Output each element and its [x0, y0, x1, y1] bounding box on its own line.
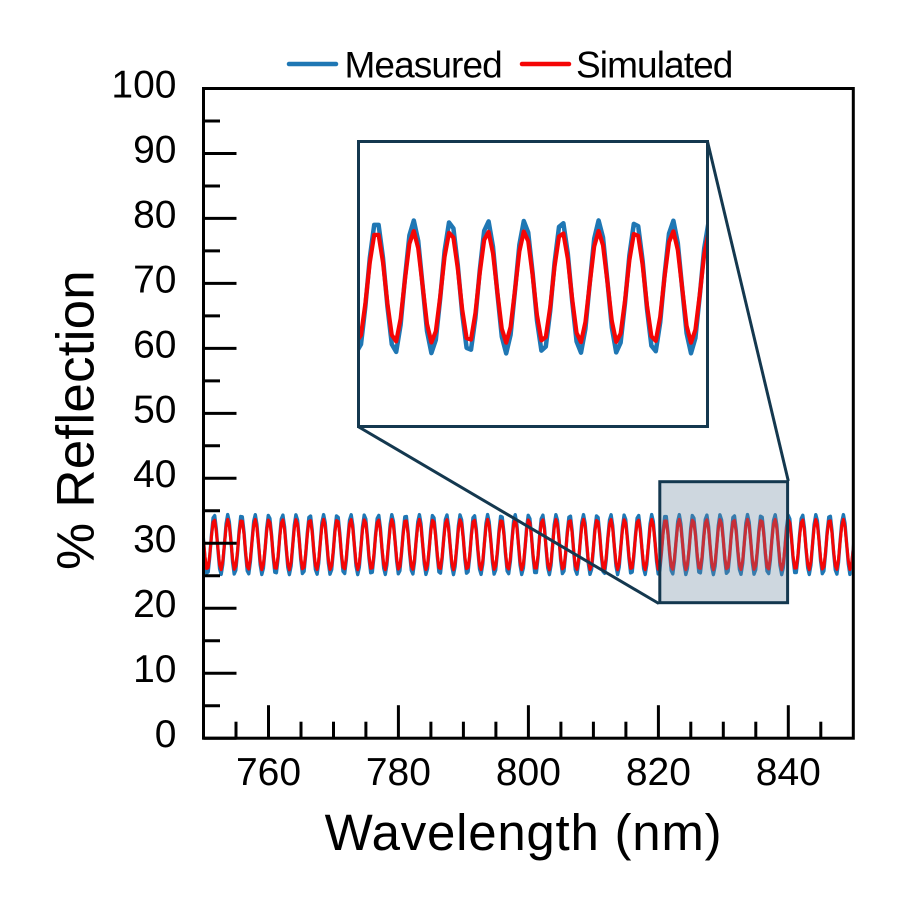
svg-text:60: 60 — [133, 323, 176, 366]
svg-text:80: 80 — [133, 193, 176, 236]
svg-text:% Reflection: % Reflection — [47, 270, 106, 570]
svg-text:780: 780 — [366, 751, 431, 794]
svg-text:840: 840 — [756, 751, 821, 794]
svg-text:Measured: Measured — [345, 45, 502, 86]
svg-text:10: 10 — [133, 648, 176, 691]
svg-text:0: 0 — [155, 713, 177, 756]
svg-text:Simulated: Simulated — [576, 45, 732, 86]
svg-text:20: 20 — [133, 583, 176, 626]
svg-text:800: 800 — [496, 751, 561, 794]
svg-text:Wavelength (nm): Wavelength (nm) — [325, 804, 723, 861]
svg-text:70: 70 — [133, 258, 176, 301]
svg-text:90: 90 — [133, 128, 176, 171]
svg-text:760: 760 — [236, 751, 301, 794]
svg-text:30: 30 — [133, 518, 176, 561]
svg-text:50: 50 — [133, 388, 176, 431]
svg-text:40: 40 — [133, 453, 176, 496]
svg-text:820: 820 — [626, 751, 691, 794]
svg-text:100: 100 — [111, 63, 176, 106]
